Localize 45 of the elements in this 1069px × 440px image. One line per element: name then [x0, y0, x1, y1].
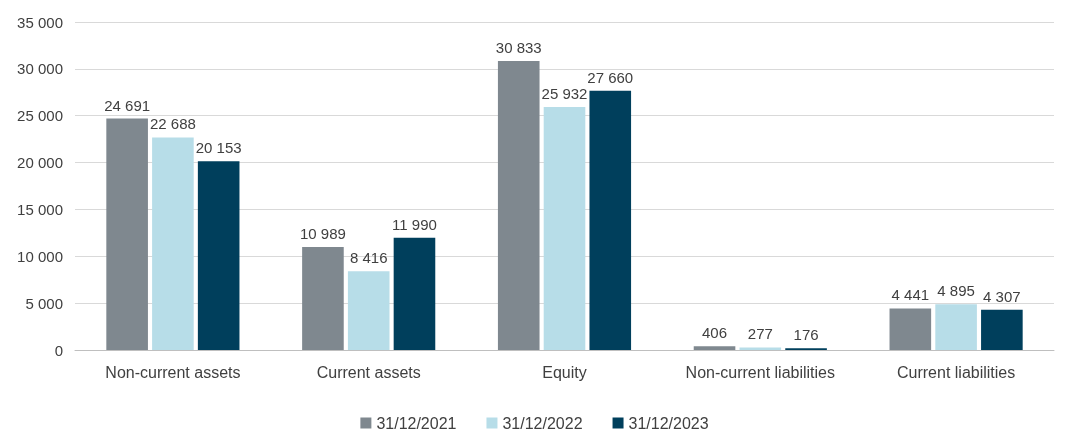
y-tick-label: 20 000 [17, 154, 63, 172]
bar [935, 304, 977, 350]
bar [497, 61, 540, 350]
bar [889, 308, 932, 350]
x-tick-label: Current assets [316, 363, 421, 381]
data-label: 30 833 [495, 39, 542, 57]
data-label: 10 989 [299, 225, 346, 243]
y-tick-label: 30 000 [17, 60, 63, 78]
bar [197, 161, 240, 350]
data-label: 4 307 [983, 287, 1021, 305]
x-tick-label: Equity [542, 363, 587, 381]
bar [543, 106, 586, 350]
bar [393, 237, 436, 350]
bar [302, 247, 344, 350]
legend-label: 31/12/2021 [376, 414, 457, 432]
y-tick-label: 25 000 [17, 107, 63, 125]
data-label: 4 895 [937, 282, 975, 300]
bar [981, 309, 1023, 350]
y-tick-label: 0 [54, 341, 63, 359]
y-tick-label: 5 000 [25, 294, 63, 312]
data-label: 176 [793, 326, 819, 344]
bar [152, 137, 194, 350]
data-label: 277 [747, 325, 773, 343]
bar [106, 118, 148, 350]
data-label: 406 [702, 324, 728, 342]
data-label: 22 688 [149, 115, 196, 133]
bar [347, 271, 390, 350]
y-tick-label: 10 000 [17, 247, 63, 265]
x-tick-label: Current liabilities [896, 363, 1016, 381]
data-label: 24 691 [104, 96, 151, 114]
data-label: 27 660 [587, 68, 634, 86]
y-tick-label: 15 000 [17, 200, 63, 218]
data-label: 8 416 [349, 249, 388, 267]
data-label: 20 153 [195, 139, 242, 157]
x-tick-label: Non-current liabilities [685, 363, 835, 381]
legend-label: 31/12/2023 [628, 414, 709, 432]
x-tick-label: Non-current assets [105, 363, 241, 381]
legend-label: 31/12/2022 [502, 414, 583, 432]
data-label: 4 441 [891, 286, 930, 304]
data-label: 25 932 [541, 84, 588, 102]
y-tick-label: 35 000 [17, 13, 63, 31]
bar [693, 346, 736, 350]
bar [739, 347, 782, 350]
bar [589, 90, 632, 350]
data-label: 11 990 [392, 215, 437, 233]
